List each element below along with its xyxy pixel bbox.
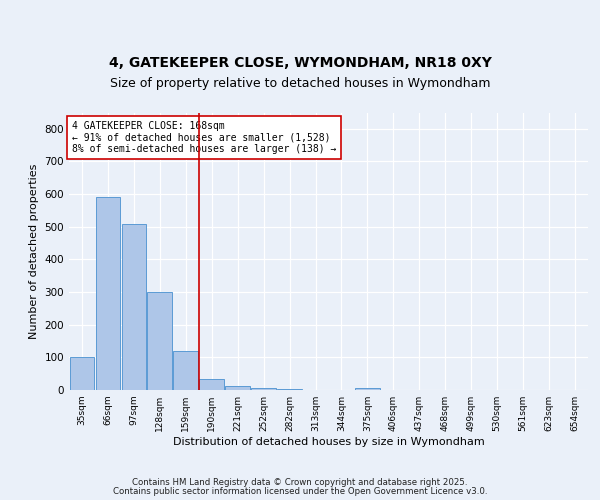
Bar: [277, 389, 302, 390]
Bar: [355, 388, 380, 390]
Bar: [70, 358, 94, 390]
Y-axis label: Number of detached properties: Number of detached properties: [29, 164, 39, 339]
X-axis label: Distribution of detached houses by size in Wymondham: Distribution of detached houses by size …: [173, 437, 484, 447]
Bar: [122, 224, 146, 390]
Bar: [173, 351, 198, 390]
Bar: [226, 386, 250, 390]
Text: 4 GATEKEEPER CLOSE: 168sqm
← 91% of detached houses are smaller (1,528)
8% of se: 4 GATEKEEPER CLOSE: 168sqm ← 91% of deta…: [71, 121, 336, 154]
Text: 4, GATEKEEPER CLOSE, WYMONDHAM, NR18 0XY: 4, GATEKEEPER CLOSE, WYMONDHAM, NR18 0XY: [109, 56, 491, 70]
Text: Contains public sector information licensed under the Open Government Licence v3: Contains public sector information licen…: [113, 487, 487, 496]
Bar: [199, 378, 224, 390]
Bar: [148, 292, 172, 390]
Text: Contains HM Land Registry data © Crown copyright and database right 2025.: Contains HM Land Registry data © Crown c…: [132, 478, 468, 487]
Text: Size of property relative to detached houses in Wymondham: Size of property relative to detached ho…: [110, 77, 490, 90]
Bar: [251, 388, 276, 390]
Bar: [95, 198, 120, 390]
